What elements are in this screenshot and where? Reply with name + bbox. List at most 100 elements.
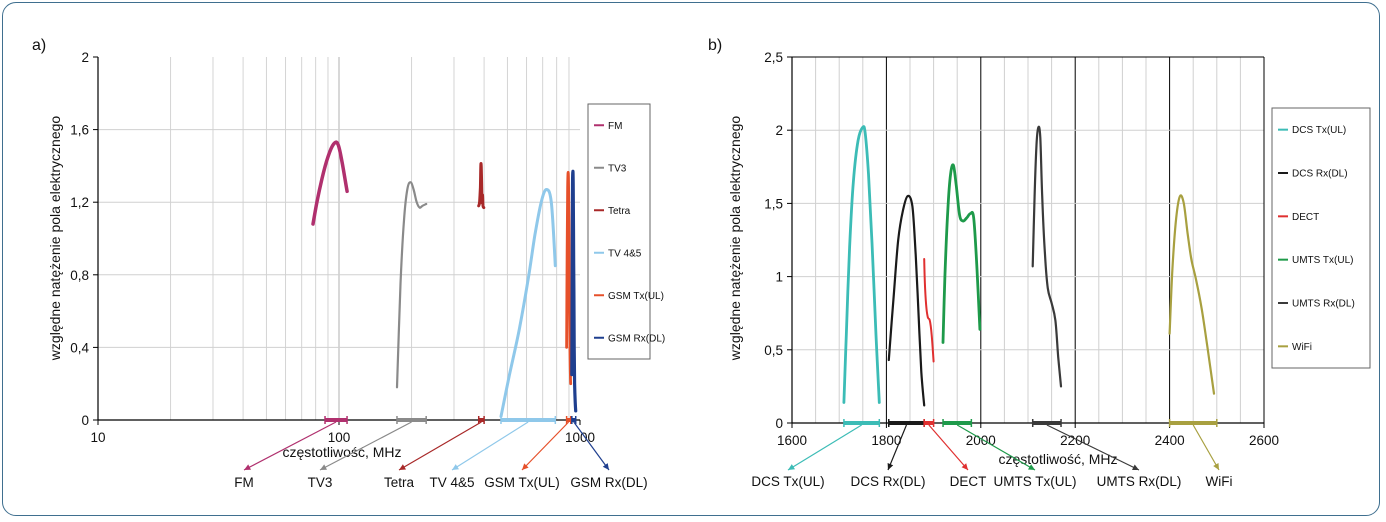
series-line-gsm-tx-ul [565,170,573,386]
y-tick-label: 2 [81,50,89,65]
series-line-dcs-rx-dl [887,194,926,407]
legend-entry-tv-4-5: TV 4&5 [608,248,642,259]
band-arrowhead-tv3 [320,464,327,470]
series-line-tv-4-5 [499,188,557,418]
series-line-dcs-tx-ul [842,125,881,404]
band-label-gsm-rx-dl: GSM Rx(DL) [570,475,647,490]
band-arrow-gsm-tx-ul [521,421,570,471]
y-tick-label: 0,8 [70,268,89,283]
band-arrowhead-dcs-tx-ul [788,464,795,470]
series-line-gsm-rx-dl [570,169,578,413]
band-arrow-umts-tx-ul [956,424,1036,471]
x-tick-label: 1800 [871,433,901,448]
legend-box [587,103,651,360]
x-tick-label: 1000 [565,430,595,445]
legend-entry-dect: DECT [1292,212,1319,223]
grid-a [98,57,580,420]
band-label-dcs-tx-ul: DCS Tx(UL) [751,474,824,489]
y-tick-label: 0,5 [764,343,783,358]
legend-entry-dcs-tx-ul: DCS Tx(UL) [1292,125,1346,136]
series-line-dect [923,258,935,363]
x-tick-label: 2400 [1155,433,1185,448]
grid-b [792,57,1264,423]
y-tick-label: 1,2 [70,195,89,210]
x-tick-label: 10 [90,430,105,445]
x-tick-label: 2000 [966,433,996,448]
band-arrowhead-umts-tx-ul [1028,464,1035,470]
x-tick-label: 2200 [1060,433,1090,448]
band-arrowhead-dect [961,463,968,470]
band-label-gsm-tx-ul: GSM Tx(UL) [484,475,560,490]
x-ticks-a: 10 100 1000 [90,420,595,445]
legend-box [1271,107,1371,369]
band-arrow-wifi [1192,424,1220,471]
band-arrow-gsm-rx-dl [573,421,610,471]
x-tick-label: 2600 [1249,433,1279,448]
series-line-fm [311,140,349,226]
series-line-umts-tx-ul [941,163,982,344]
series-line-tetra [477,162,486,210]
band-arrow-dect [928,424,969,471]
series-line-wifi [1168,194,1216,395]
x-tick-label: 1600 [777,433,807,448]
y-tick-label: 1,5 [764,196,783,211]
legend-entry-umts-rx-dl: UMTS Rx(DL) [1292,299,1355,310]
band-label-umts-rx-dl: UMTS Rx(DL) [1097,474,1182,489]
series-group-b [842,125,1216,407]
band-label-fm: FM [234,475,254,490]
band-arrowhead-fm [244,464,251,470]
bands-group-b: DCS Tx(UL) DCS Rx(DL) DECT UMTS Tx(UL) UMTS … [751,419,1233,489]
band-label-dcs-rx-dl: DCS Rx(DL) [850,474,925,489]
y-tick-label: 0 [81,413,89,428]
x-tick-label: 100 [328,430,351,445]
band-arrowhead-gsm-rx-dl [602,463,609,470]
bands-group-a: FM TV3 Tetra TV 4&5 GSM Tx(UL) GSM Rx(DL) [234,416,648,490]
legend-entry-fm: FM [608,121,622,132]
y-axis-title-b: względne natężenie pola elektrycznego [727,116,743,362]
legend-entry-tv3: TV3 [608,163,627,174]
x-ticks-b: 1600 1800 2000 2200 2400 2600 [777,423,1279,448]
band-arrow-tv-4-5 [451,421,529,471]
series-line-umts-rx-dl [1031,125,1063,388]
panel-label-a: a) [32,37,46,54]
y-axis-title-a: względne natężenie pola elektrycznego [47,116,63,362]
y-tick-label: 2,5 [764,50,783,65]
band-arrowhead-wifi [1213,463,1219,470]
legend-entry-gsm-rx-dl: GSM Rx(DL) [608,333,665,344]
legend-entry-tetra: Tetra [608,206,631,217]
legend-entry-wifi: WiFi [1292,342,1312,353]
chart-b: b) względne natężenie pola elektrycznego… [708,37,1371,489]
band-arrowhead-gsm-tx-ul [522,463,529,470]
band-arrow-dcs-tx-ul [787,424,862,471]
band-label-tv-4-5: TV 4&5 [429,475,474,490]
legend-entry-umts-tx-ul: UMTS Tx(UL) [1292,255,1353,266]
band-arrow-tv3 [319,421,412,471]
band-arrow-umts-rx-dl [1046,424,1140,471]
band-label-tetra: Tetra [384,475,415,490]
series-group-a [311,140,578,418]
band-arrow-fm [243,421,337,471]
x-axis-title-b: częstotliwość, MHz [998,451,1117,467]
y-ticks-a: 0 0,4 0,8 1,2 1,6 2 [70,50,98,428]
band-arrowhead-dcs-rx-dl [887,463,894,470]
y-tick-label: 1 [775,270,783,285]
x-axis-title-a: częstotliwość, MHz [282,444,401,460]
band-arrowhead-tetra [399,464,406,470]
band-label-wifi: WiFi [1206,474,1233,489]
series-line-tv3 [395,181,428,389]
y-tick-label: 1,6 [70,123,89,138]
band-arrow-dcs-rx-dl [887,424,908,471]
band-arrowhead-tv-4-5 [452,464,459,470]
panel-label-b: b) [708,37,722,54]
y-ticks-b: 0 0,5 1 1,5 2 2,5 [764,50,792,431]
band-label-tv3: TV3 [308,475,333,490]
legend-b: DCS Tx(UL) DCS Rx(DL) DECT UMTS Tx(UL) UMTS … [1271,107,1371,369]
band-arrow-tetra [398,421,482,471]
y-tick-label: 0,4 [70,340,89,355]
band-label-dect: DECT [950,474,987,489]
y-tick-label: 2 [775,123,783,138]
chart-a: a) względne natężenie pola elektrycznego… [32,37,665,490]
legend-entry-gsm-tx-ul: GSM Tx(UL) [608,291,664,302]
legend-entry-dcs-rx-dl: DCS Rx(DL) [1292,169,1348,180]
